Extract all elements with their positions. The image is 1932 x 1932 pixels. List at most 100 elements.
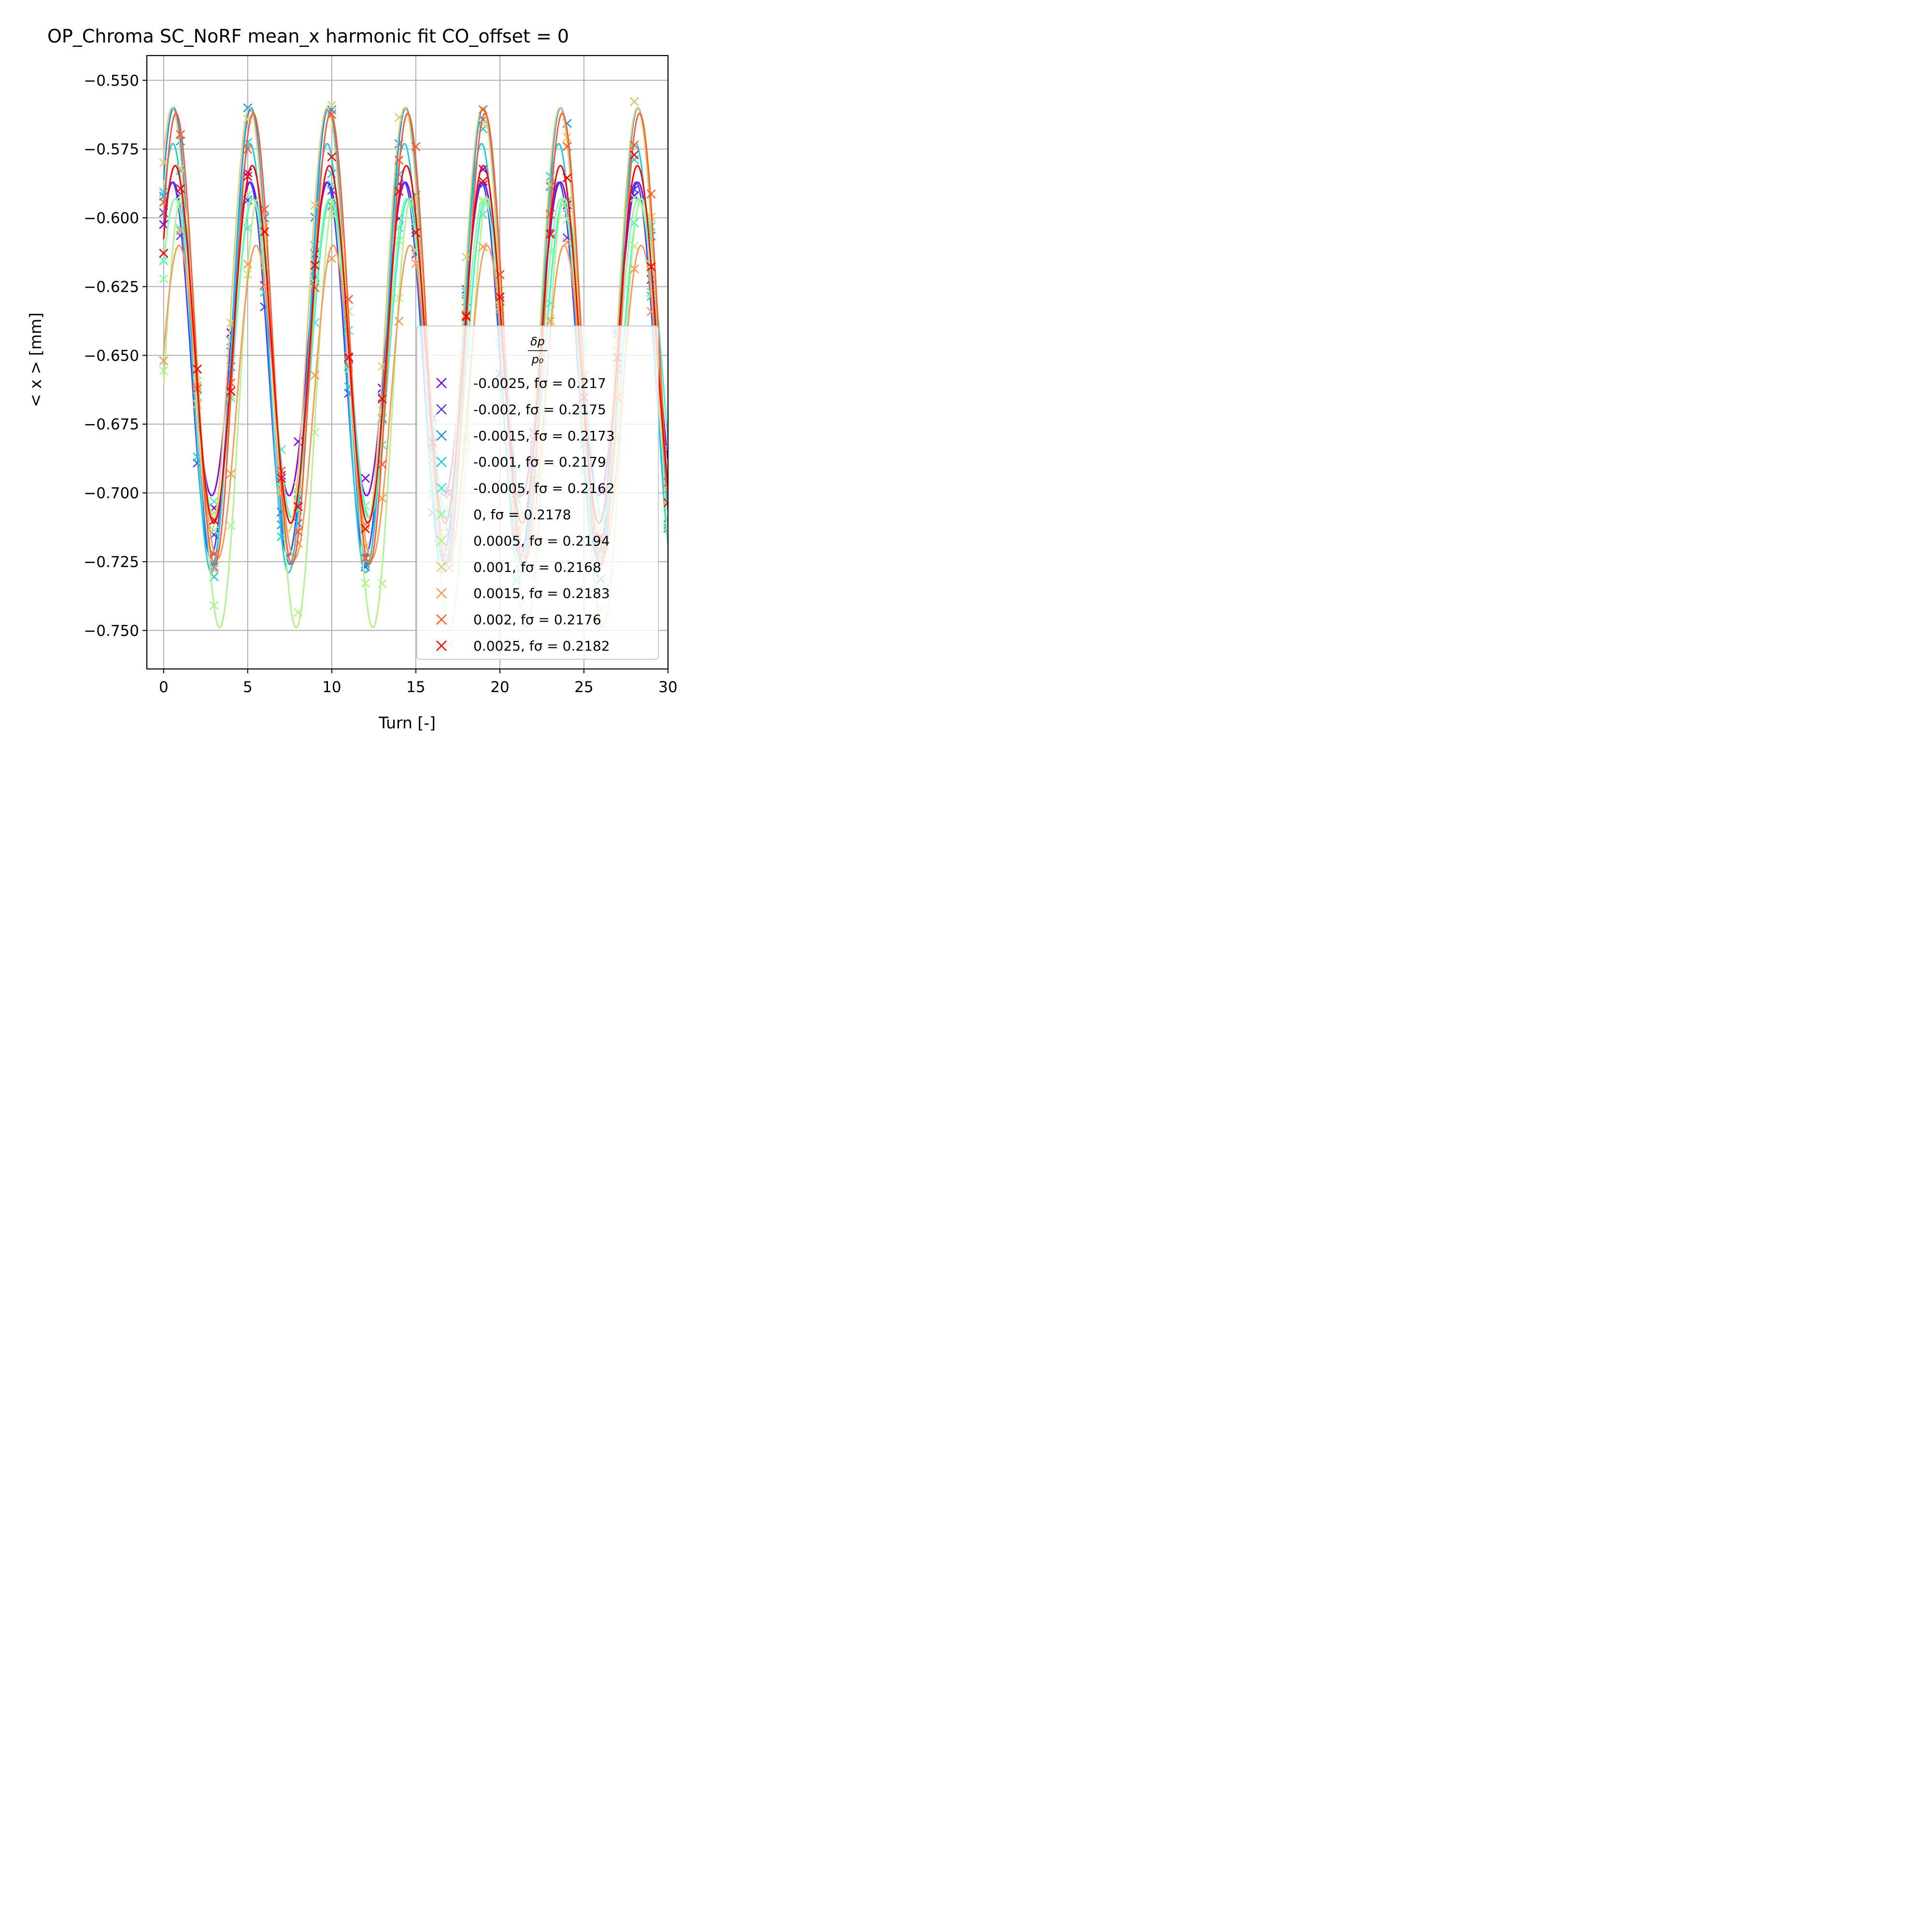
- data-point: [478, 197, 488, 207]
- x-tick-label: 10: [322, 679, 341, 696]
- legend-label: -0.001, fσ = 0.2179: [473, 454, 606, 470]
- data-point: [495, 292, 505, 302]
- data-point: [478, 176, 488, 186]
- data-point: [159, 366, 169, 375]
- data-point: [663, 498, 668, 507]
- data-point: [461, 312, 471, 322]
- data-point: [209, 515, 219, 525]
- data-point: [327, 100, 337, 110]
- chart: OP_Chroma SC_NoRF mean_x harmonic fit CO…: [0, 0, 757, 757]
- data-point: [545, 316, 555, 326]
- data-point: [293, 502, 303, 511]
- data-point: [226, 521, 236, 530]
- data-point: [663, 522, 668, 531]
- data-point: [361, 554, 370, 563]
- data-point: [629, 264, 639, 274]
- data-point: [663, 523, 668, 533]
- legend-label: -0.0005, fσ = 0.2162: [473, 481, 615, 497]
- data-point: [629, 150, 639, 160]
- data-point: [394, 113, 404, 122]
- data-point: [562, 142, 572, 151]
- data-point: [243, 103, 253, 113]
- data-point: [562, 173, 572, 183]
- chart-title: OP_Chroma SC_NoRF mean_x harmonic fit CO…: [47, 26, 569, 47]
- data-point: [663, 484, 668, 494]
- data-point: [243, 171, 253, 181]
- legend-box: [416, 326, 659, 660]
- data-point: [176, 136, 185, 146]
- data-point: [293, 608, 303, 617]
- x-axis-label: Turn [-]: [378, 713, 436, 732]
- data-point: [361, 473, 370, 483]
- data-point: [193, 364, 202, 374]
- legend-label: 0, fσ = 0.2178: [473, 507, 571, 523]
- y-tick-label: −0.650: [84, 347, 139, 365]
- y-tick-label: −0.625: [84, 278, 139, 296]
- data-point: [327, 169, 337, 179]
- data-point: [562, 238, 572, 247]
- data-point: [226, 386, 236, 396]
- legend-item: 0.0015, fσ = 0.2183: [436, 585, 610, 601]
- data-point: [411, 142, 421, 151]
- data-point: [293, 527, 303, 537]
- data-point: [293, 539, 303, 548]
- legend-item: -0.002, fσ = 0.2175: [436, 401, 606, 417]
- data-point: [243, 270, 253, 279]
- data-point: [545, 229, 555, 239]
- data-point: [159, 356, 169, 366]
- data-point: [478, 196, 488, 205]
- legend-title-numerator: δp: [530, 335, 545, 348]
- data-point: [377, 579, 387, 588]
- data-point: [394, 316, 404, 326]
- data-point: [293, 519, 303, 528]
- data-point: [478, 242, 488, 252]
- data-point: [159, 248, 169, 258]
- data-point: [394, 156, 404, 165]
- y-tick-label: −0.675: [84, 416, 139, 433]
- x-tick-label: 25: [574, 679, 593, 696]
- data-point: [663, 496, 668, 506]
- data-point: [176, 226, 185, 236]
- data-point: [159, 187, 169, 197]
- legend-item: -0.0015, fσ = 0.2173: [436, 428, 615, 444]
- data-point: [646, 189, 656, 199]
- y-tick-label: −0.700: [84, 485, 139, 502]
- legend-item: 0.0005, fσ = 0.2194: [436, 533, 610, 549]
- legend-label: 0.0025, fσ = 0.2182: [473, 638, 610, 654]
- data-point: [310, 283, 320, 293]
- y-tick-label: −0.750: [84, 622, 139, 639]
- data-point: [277, 473, 286, 483]
- legend-item: 0.001, fσ = 0.2168: [436, 559, 601, 575]
- data-point: [243, 259, 253, 269]
- data-point: [629, 193, 639, 202]
- plot-frame: [146, 55, 669, 670]
- y-tick-label: −0.600: [84, 210, 139, 227]
- legend-label: -0.0015, fσ = 0.2173: [473, 428, 615, 444]
- chart-svg: OP_Chroma SC_NoRF mean_x harmonic fit CO…: [26, 26, 678, 732]
- data-point: [629, 141, 639, 150]
- data-point: [629, 97, 639, 107]
- data-point: [361, 578, 370, 588]
- legend-label: -0.0025, fσ = 0.217: [473, 375, 606, 391]
- data-point: [562, 133, 572, 142]
- legend-item: -0.0025, fσ = 0.217: [436, 375, 606, 391]
- legend-item: 0.002, fσ = 0.2176: [436, 612, 601, 628]
- y-tick-label: −0.575: [84, 141, 139, 158]
- data-point: [159, 274, 169, 284]
- data-point: [193, 399, 202, 409]
- data-point: [209, 564, 219, 574]
- data-point: [361, 524, 370, 534]
- data-point: [243, 144, 253, 154]
- legend-label: 0.002, fσ = 0.2176: [473, 612, 601, 628]
- data-point: [310, 200, 320, 210]
- x-tick-label: 30: [658, 679, 677, 696]
- data-point: [411, 228, 421, 237]
- legend-label: 0.0015, fσ = 0.2183: [473, 585, 610, 601]
- data-point: [327, 152, 337, 162]
- data-point: [545, 313, 555, 323]
- data-point: [260, 223, 270, 232]
- ticks: 0 5 10 15 20 25 30 −0.550 −0.575 −0.600 −0.625 −0.6…: [84, 72, 677, 696]
- data-point: [327, 254, 337, 263]
- data-point: [310, 260, 320, 270]
- data-point: [327, 110, 337, 119]
